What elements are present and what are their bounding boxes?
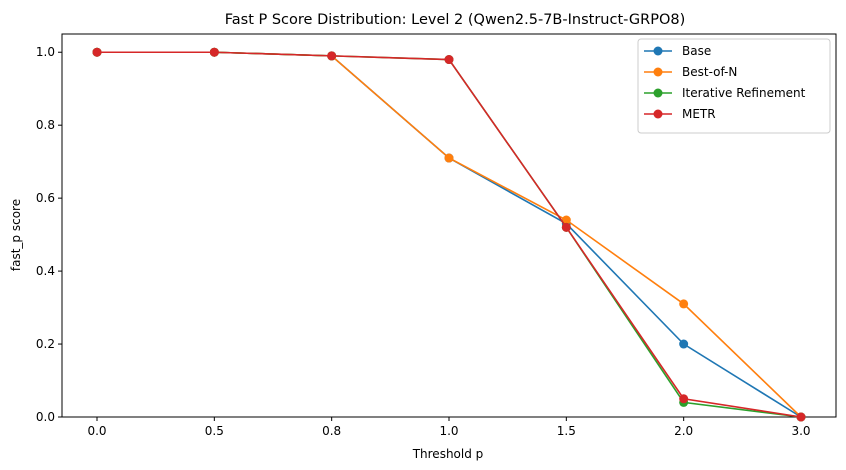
- legend-marker-metr: [653, 109, 663, 119]
- legend-label-best-of-n: Best-of-N: [682, 65, 737, 79]
- legend-label-base: Base: [682, 44, 711, 58]
- legend-marker-best-of-n: [653, 67, 663, 77]
- legend-label-iterative-refinement: Iterative Refinement: [682, 86, 806, 100]
- data-point-metr: [92, 47, 102, 57]
- x-tick-label: 3.0: [791, 424, 810, 438]
- chart-title: Fast P Score Distribution: Level 2 (Qwen…: [225, 12, 686, 28]
- data-point-best-of-n: [444, 153, 454, 163]
- legend-marker-iterative-refinement: [653, 88, 663, 98]
- y-axis-label: fast_p score: [9, 199, 23, 271]
- x-tick-label: 1.0: [439, 424, 458, 438]
- data-point-metr: [796, 412, 806, 422]
- legend-marker-base: [653, 46, 663, 56]
- x-axis-label: Threshold p: [412, 447, 484, 461]
- plot-area: 0.0 0.5 0.8 1.0 1.5 2.0 3.0 0.0 0.2 0.4 0.6 0.8 1.0: [36, 33, 837, 438]
- x-tick-label: 1.5: [557, 424, 576, 438]
- data-point-metr: [209, 47, 219, 57]
- y-tick-label: 0.0: [36, 410, 55, 424]
- x-tick-label: 2.0: [674, 424, 693, 438]
- data-point-metr: [444, 55, 454, 65]
- data-point-metr: [679, 394, 689, 404]
- legend: Base Best-of-N Iterative Refinement METR: [637, 38, 831, 134]
- data-point-best-of-n: [679, 299, 689, 309]
- x-tick-label: 0.5: [205, 424, 224, 438]
- data-point-metr: [561, 222, 571, 232]
- x-tick-label: 0.8: [322, 424, 341, 438]
- legend-label-metr: METR: [682, 107, 716, 121]
- y-tick-label: 0.8: [36, 118, 55, 132]
- y-tick-label: 0.6: [36, 191, 55, 205]
- data-point-best-of-n: [561, 215, 571, 225]
- data-point-metr: [327, 51, 337, 61]
- y-tick-label: 1.0: [36, 45, 55, 59]
- x-tick-label: 0.0: [87, 424, 106, 438]
- y-tick-label: 0.4: [36, 264, 55, 278]
- y-tick-label: 0.2: [36, 337, 55, 351]
- legend-box: [637, 38, 831, 134]
- data-point-base: [679, 339, 689, 349]
